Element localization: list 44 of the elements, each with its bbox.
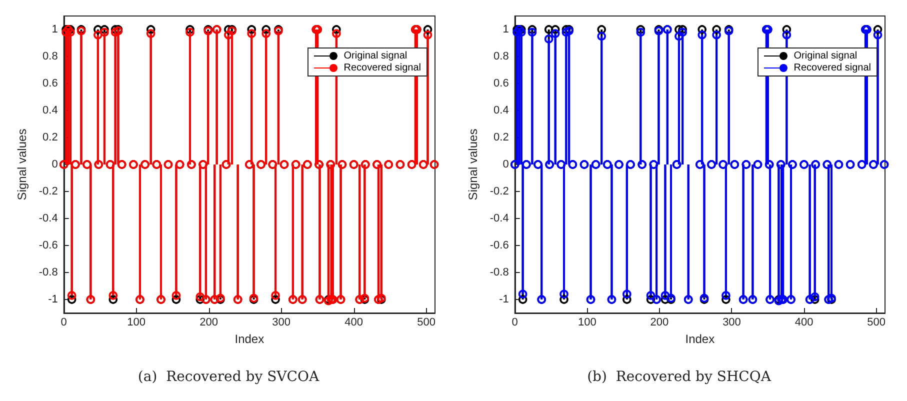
text: (b) Recovered by SHCQA bbox=[587, 369, 772, 385]
y-tick-label: 0.6 bbox=[42, 78, 58, 90]
y-tick-label: -0.2 bbox=[490, 186, 509, 198]
x-tick-label: 100 bbox=[127, 316, 146, 328]
legend-label: Original signal bbox=[344, 50, 408, 62]
x-tick-label: 200 bbox=[200, 316, 218, 328]
y-tick-label: 0.4 bbox=[494, 104, 509, 116]
x-axis-title: Index bbox=[685, 332, 715, 346]
x-tick-label: 300 bbox=[722, 316, 741, 328]
legend-label: Recovered signal bbox=[344, 62, 421, 74]
y-tick-label: -0.8 bbox=[38, 266, 58, 278]
legend-label: Original signal bbox=[794, 50, 858, 62]
x-tick-label: 500 bbox=[867, 316, 886, 328]
y-tick-label: 0.8 bbox=[42, 50, 58, 62]
y-tick-label: 1 bbox=[502, 24, 509, 36]
x-tick-label: 500 bbox=[417, 316, 436, 328]
y-tick-label: 1 bbox=[52, 24, 58, 36]
y-tick-label: -0.2 bbox=[38, 186, 58, 198]
x-tick-label: 100 bbox=[578, 316, 596, 328]
y-tick-label: -0.6 bbox=[490, 240, 509, 252]
y-tick-label: -0.8 bbox=[490, 266, 509, 278]
x-tick-label: 300 bbox=[272, 316, 290, 328]
y-axis-title: Signal values bbox=[15, 128, 29, 200]
legend-label: Recovered signal bbox=[794, 62, 871, 74]
y-tick-label: -0.4 bbox=[38, 212, 58, 224]
y-tick-label: 0 bbox=[52, 158, 58, 170]
x-tick-label: 0 bbox=[60, 316, 67, 328]
x-axis-title: Index bbox=[234, 332, 264, 346]
x-tick-label: 400 bbox=[344, 316, 363, 328]
y-tick-label: -1 bbox=[499, 294, 509, 306]
y-tick-label: -0.6 bbox=[38, 240, 58, 252]
y-tick-label: 0.2 bbox=[42, 132, 58, 144]
x-tick-label: 0 bbox=[512, 316, 518, 328]
y-tick-label: 0.6 bbox=[494, 78, 509, 90]
y-tick-label: 0.8 bbox=[494, 50, 509, 62]
y-tick-label: 0.2 bbox=[494, 132, 509, 144]
text: (a) Recovered by SVCOA bbox=[138, 369, 320, 385]
x-tick-label: 400 bbox=[794, 316, 814, 328]
y-axis-title: Signal values bbox=[466, 128, 480, 200]
y-tick-label: -0.4 bbox=[490, 212, 509, 224]
y-tick-label: -1 bbox=[48, 294, 58, 306]
y-tick-label: 0 bbox=[502, 158, 509, 170]
y-tick-label: 0.4 bbox=[42, 104, 58, 116]
x-tick-label: 200 bbox=[650, 316, 669, 328]
